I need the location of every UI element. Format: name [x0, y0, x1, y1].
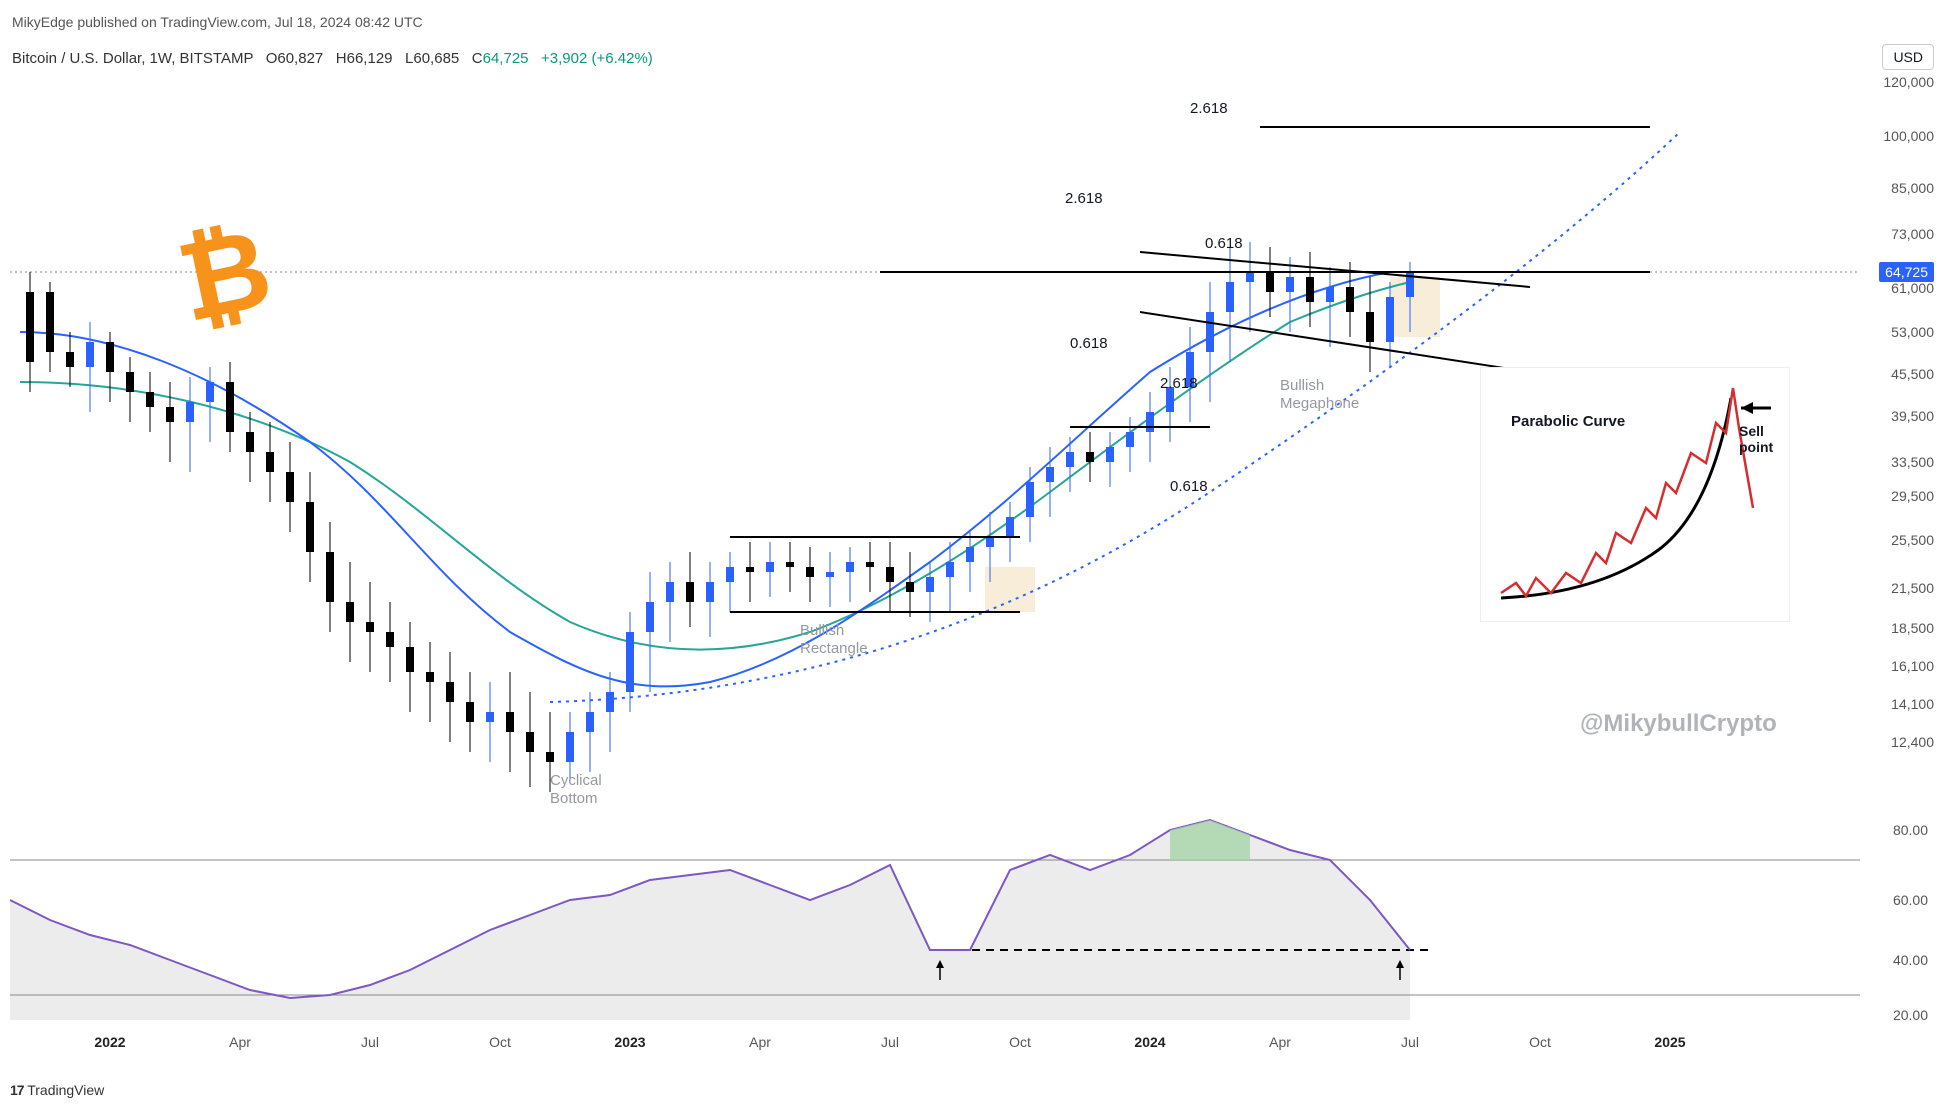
time-tick: Oct	[1529, 1034, 1551, 1050]
indicator-tick: 60.00	[1893, 892, 1928, 908]
indicator-tick: 40.00	[1893, 952, 1928, 968]
indicator-tick: 20.00	[1893, 1007, 1928, 1023]
time-tick: Jul	[1401, 1034, 1419, 1050]
price-tick: 61,000	[1891, 280, 1934, 296]
price-tick: 53,000	[1891, 324, 1934, 340]
c-val: 64,725	[483, 50, 529, 67]
price-axis: 120,000 100,000 85,000 73,000 61,000 53,000 45…	[1864, 72, 1934, 792]
symbol: Bitcoin / U.S. Dollar, 1W, BITSTAMP	[12, 50, 253, 67]
fib-label: 2.618	[1065, 190, 1103, 207]
price-tick: 14,100	[1891, 696, 1934, 712]
h-label: H	[336, 50, 347, 67]
price-tick: 85,000	[1891, 180, 1934, 196]
price-tick: 12,400	[1891, 734, 1934, 750]
ann-line1: Cyclical	[550, 772, 602, 790]
price-tick: 73,000	[1891, 226, 1934, 242]
price-tick: 100,000	[1883, 128, 1934, 144]
currency-badge[interactable]: USD	[1882, 44, 1934, 70]
price-tick: 29,500	[1891, 488, 1934, 504]
parabolic-svg	[1481, 368, 1791, 623]
watermark: @MikybullCrypto	[1580, 710, 1777, 738]
time-tick: 2022	[94, 1034, 125, 1050]
time-tick: 2023	[614, 1034, 645, 1050]
l-val: 60,685	[413, 50, 459, 67]
fib-label: 0.618	[1070, 335, 1108, 352]
h-val: 66,129	[347, 50, 393, 67]
time-tick: Apr	[1269, 1034, 1291, 1050]
price-current-marker: 64,725	[1879, 262, 1934, 282]
price-tick: 33,500	[1891, 454, 1934, 470]
ann-line2: Megaphone	[1280, 395, 1359, 413]
price-tick: 45,500	[1891, 366, 1934, 382]
price-tick: 18,500	[1891, 620, 1934, 636]
publish-credit: MikyEdge published on TradingView.com, J…	[12, 14, 423, 30]
ohlc-line: Bitcoin / U.S. Dollar, 1W, BITSTAMP O60,…	[12, 50, 653, 67]
price-tick: 39,500	[1891, 408, 1934, 424]
time-tick: Oct	[1009, 1034, 1031, 1050]
annotation-bullish-megaphone: Bullish Megaphone	[1280, 377, 1359, 413]
time-tick: Oct	[489, 1034, 511, 1050]
time-tick: 2024	[1134, 1034, 1165, 1050]
parabolic-title: Parabolic Curve	[1511, 413, 1625, 430]
time-tick: Jul	[881, 1034, 899, 1050]
ann-line2: Rectangle	[800, 640, 868, 658]
annotation-bullish-rectangle: Bullish Rectangle	[800, 622, 868, 658]
fib-label: 2.618	[1190, 100, 1228, 117]
price-tick: 120,000	[1883, 74, 1934, 90]
sell-point-label: Sell point	[1739, 423, 1789, 455]
indicator-tick: 80.00	[1893, 822, 1928, 838]
chg-val: +3,902 (+6.42%)	[541, 50, 653, 67]
fib-label: 0.618	[1170, 478, 1208, 495]
ann-line1: Bullish	[1280, 377, 1359, 395]
o-label: O	[266, 50, 278, 67]
time-tick: Apr	[749, 1034, 771, 1050]
time-tick: Apr	[229, 1034, 251, 1050]
footer-text: TradingView	[24, 1082, 105, 1098]
indicator-svg	[10, 800, 1860, 1020]
time-tick: Jul	[361, 1034, 379, 1050]
fib-label: 2.618	[1160, 375, 1198, 392]
ann-line1: Bullish	[800, 622, 868, 640]
price-tick: 16,100	[1891, 658, 1934, 674]
time-tick: 2025	[1654, 1034, 1685, 1050]
indicator-area[interactable]: 80.0060.0040.0020.00	[10, 800, 1860, 1020]
footer-brand: 17 TradingView	[10, 1082, 104, 1098]
parabolic-curve-inset: Parabolic Curve Sell point	[1480, 367, 1790, 622]
fib-label: 0.618	[1205, 235, 1243, 252]
price-tick: 25,500	[1891, 532, 1934, 548]
tv-icon: 17	[10, 1082, 24, 1098]
time-axis: 2022 Apr Jul Oct 2023 Apr Jul Oct 2024 Apr Jul Oct 2…	[10, 1034, 1860, 1064]
price-tick: 21,500	[1891, 580, 1934, 596]
c-label: C	[472, 50, 483, 67]
o-val: 60,827	[277, 50, 323, 67]
